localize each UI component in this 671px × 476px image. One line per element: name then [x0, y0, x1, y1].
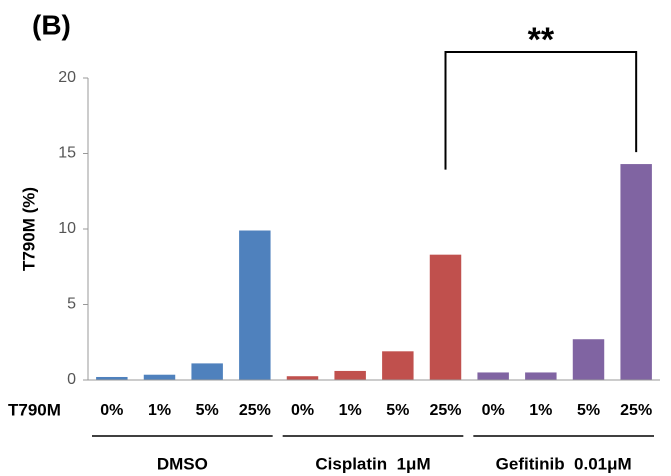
bar: [382, 351, 414, 380]
x-tick-label: 5%: [386, 402, 409, 419]
significance-label: **: [528, 21, 555, 59]
bar: [96, 376, 128, 380]
y-axis-title: T790M (%): [19, 187, 38, 271]
x-tick-label: 1%: [529, 402, 552, 419]
bar: [620, 164, 652, 380]
x-row-label: T790M: [8, 400, 61, 419]
significance-bracket: [444, 51, 638, 170]
x-tick-label: 25%: [239, 402, 271, 419]
x-tick-label: 5%: [577, 402, 600, 419]
y-tick-label: 10: [58, 220, 76, 237]
bar: [143, 374, 176, 380]
y-tick-label: 5: [67, 296, 76, 313]
group-label: Cisplatin 1μM: [315, 454, 430, 473]
group-label: Gefitinib 0.01μM: [496, 454, 632, 473]
x-tick-label: 1%: [339, 402, 362, 419]
y-tick-label: 0: [67, 371, 76, 388]
panel-label: (B): [32, 9, 71, 40]
y-tick-label: 20: [58, 69, 76, 86]
x-tick-label: 0%: [482, 402, 505, 419]
bar: [477, 372, 509, 380]
bar: [191, 363, 223, 380]
x-tick-label: 5%: [196, 402, 219, 419]
y-tick-label: 15: [58, 145, 76, 162]
bar: [286, 376, 319, 380]
x-tick-label: 25%: [620, 402, 652, 419]
group-label: DMSO: [157, 454, 208, 473]
x-tick-label: 1%: [148, 402, 171, 419]
bar: [239, 230, 271, 380]
x-tick-label: 0%: [291, 402, 314, 419]
bar: [572, 339, 605, 380]
bar: [429, 254, 462, 380]
bar: [334, 370, 366, 380]
bar: [525, 372, 557, 380]
x-tick-label: 0%: [100, 402, 123, 419]
x-tick-label: 25%: [429, 402, 461, 419]
